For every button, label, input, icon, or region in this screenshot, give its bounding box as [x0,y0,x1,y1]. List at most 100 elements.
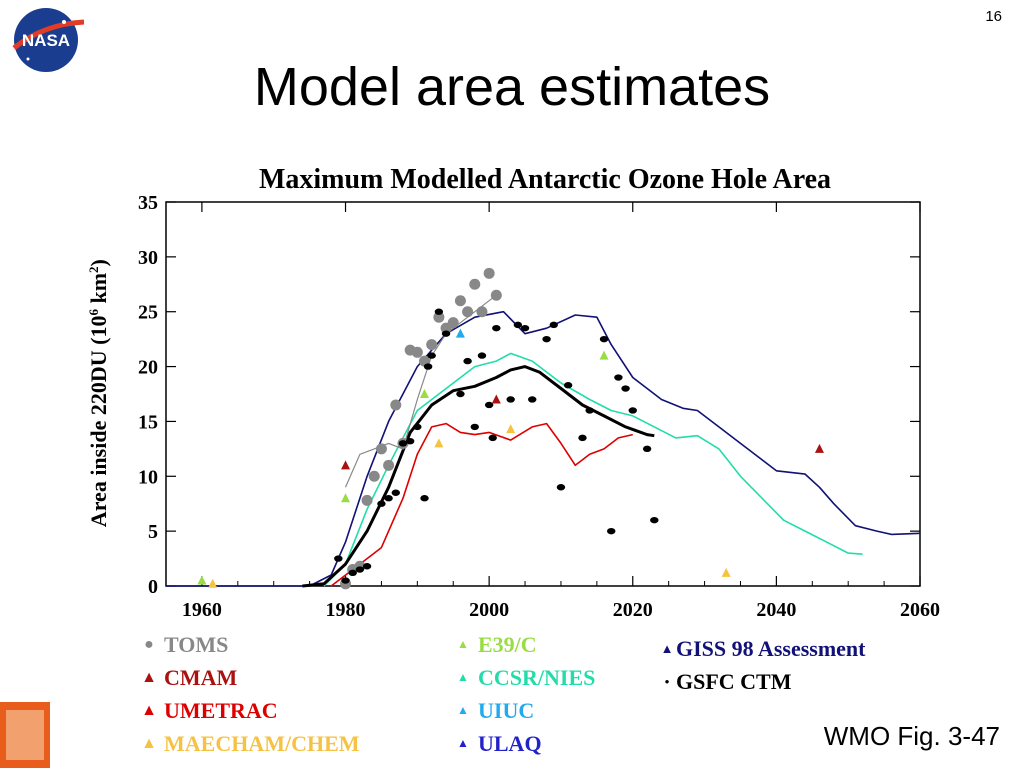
point-gsfc-ctm [585,407,594,414]
point-gsfc-ctm [528,396,537,403]
figure-credit: WMO Fig. 3-47 [823,721,1000,751]
legend-item-gsfc: • GSFC CTM [660,665,865,698]
series-line-umetrac [330,422,633,587]
legend-column-1: ● TOMS ▲ CMAM ▲ UMETRAC ▲ MAECHAM/CHEM [138,628,360,760]
point-gsfc-ctm [427,352,436,359]
point-gsfc-ctm [420,495,429,502]
legend-item-e39c: ▲ E39/C [452,628,595,661]
nasa-logo-text: NASA [22,31,70,50]
point-toms [447,317,459,329]
point-e39-c [420,389,430,398]
point-maecham-chem [721,567,731,577]
legend-item-maecham: ▲ MAECHAM/CHEM [138,727,359,760]
point-gsfc-ctm [398,440,408,447]
point-gsfc-ctm [578,434,587,442]
point-toms [411,346,423,358]
point-gsfc-ctm [556,484,566,491]
chart-title: Maximum Modelled Antarctic Ozone Hole Ar… [258,164,832,195]
legend-item-umetrac: ▲ UMETRAC [138,694,360,727]
point-maecham-chem [506,424,516,434]
point-gsfc-ctm [614,374,623,381]
point-toms [469,278,481,290]
point-cmam [341,460,351,470]
legend-item-uiuc: ▲ UIUC [452,694,595,727]
point-gsfc-ctm [341,577,350,584]
point-gsfc-ctm [441,330,451,337]
point-toms [361,494,373,506]
slide-title: Model area estimates [253,57,771,117]
dot-icon: • [664,673,670,689]
plot-frame [165,201,921,587]
point-gsfc-ctm [456,390,465,398]
triangle-icon: ▲ [141,668,157,686]
y-tick-label: 0 [148,576,158,598]
point-toms [368,470,380,482]
point-gsfc-ctm [348,569,357,577]
point-gsfc-ctm [377,500,386,507]
point-e39-c [599,350,609,360]
point-gsfc-ctm [484,401,494,409]
point-gsfc-ctm [423,363,433,370]
point-gsfc-ctm [434,308,444,315]
point-toms [426,339,438,351]
legend-item-ulaq: ▲ ULAQ [452,727,595,760]
x-tick-label: 1980 [326,599,366,621]
point-gsfc-ctm [463,357,472,365]
x-tick-label: 1960 [182,599,222,621]
point-gsfc-ctm [477,352,487,359]
point-maecham-chem [434,438,444,448]
x-tick-label: 2000 [469,599,509,621]
point-gsfc-ctm [563,382,573,389]
y-tick-label: 30 [138,247,158,269]
point-gsfc-ctm [506,396,515,403]
circle-icon: ● [144,635,154,653]
triangle-icon: ▲ [457,703,469,717]
legend-column-2: ▲ E39/C ▲ CCSR/NIES ▲ UIUC ▲ ULAQ [452,628,595,760]
point-gsfc-ctm [650,516,659,524]
series-line-multi-model [302,365,655,588]
y-tick-label: 25 [138,302,158,324]
point-gsfc-ctm [405,437,415,445]
y-tick-label: 20 [138,357,158,379]
triangle-icon: ▲ [141,734,157,752]
point-gsfc-ctm [362,563,372,570]
point-toms [383,459,395,471]
x-tick-label: 2060 [900,599,940,621]
point-gsfc-ctm [599,335,609,343]
triangle-icon: ▲ [660,640,674,656]
point-gsfc-ctm [642,445,652,453]
triangle-icon: ▲ [141,701,157,719]
legend-column-3: ▲ GISS 98 Assessment • GSFC CTM [660,632,866,698]
series-line-toms [344,294,497,488]
y-tick-label: 15 [138,411,158,433]
triangle-icon: ▲ [457,736,469,750]
y-tick-label: 10 [138,466,158,488]
point-uiuc [455,328,465,338]
legend-item-toms: ● TOMS [138,628,360,661]
legend-item-giss: ▲ GISS 98 Assessment [660,635,866,661]
point-gsfc-ctm [384,495,393,502]
point-gsfc-ctm [391,489,400,496]
point-toms [433,311,445,323]
point-cmam [491,394,501,404]
y-tick-label: 35 [138,192,158,214]
page-number: 16 [985,8,1002,25]
triangle-icon: ▲ [457,670,469,684]
point-gsfc-ctm [513,321,523,329]
triangle-icon: ▲ [457,637,469,651]
point-gsfc-ctm [628,407,637,414]
point-gsfc-ctm [520,324,530,332]
point-gsfc-ctm [334,555,343,562]
legend-item-cmam: ▲ CMAM [138,661,360,694]
point-maecham-chem [208,578,218,588]
point-gsfc-ctm [413,423,422,431]
y-tick-label: 5 [148,521,158,543]
point-gsfc-ctm [488,434,497,442]
point-toms [483,267,495,279]
point-toms [375,443,387,455]
conference-logo [0,702,50,768]
point-e39-c [341,493,351,503]
point-gsfc-ctm [470,423,479,431]
point-cmam [814,443,824,453]
